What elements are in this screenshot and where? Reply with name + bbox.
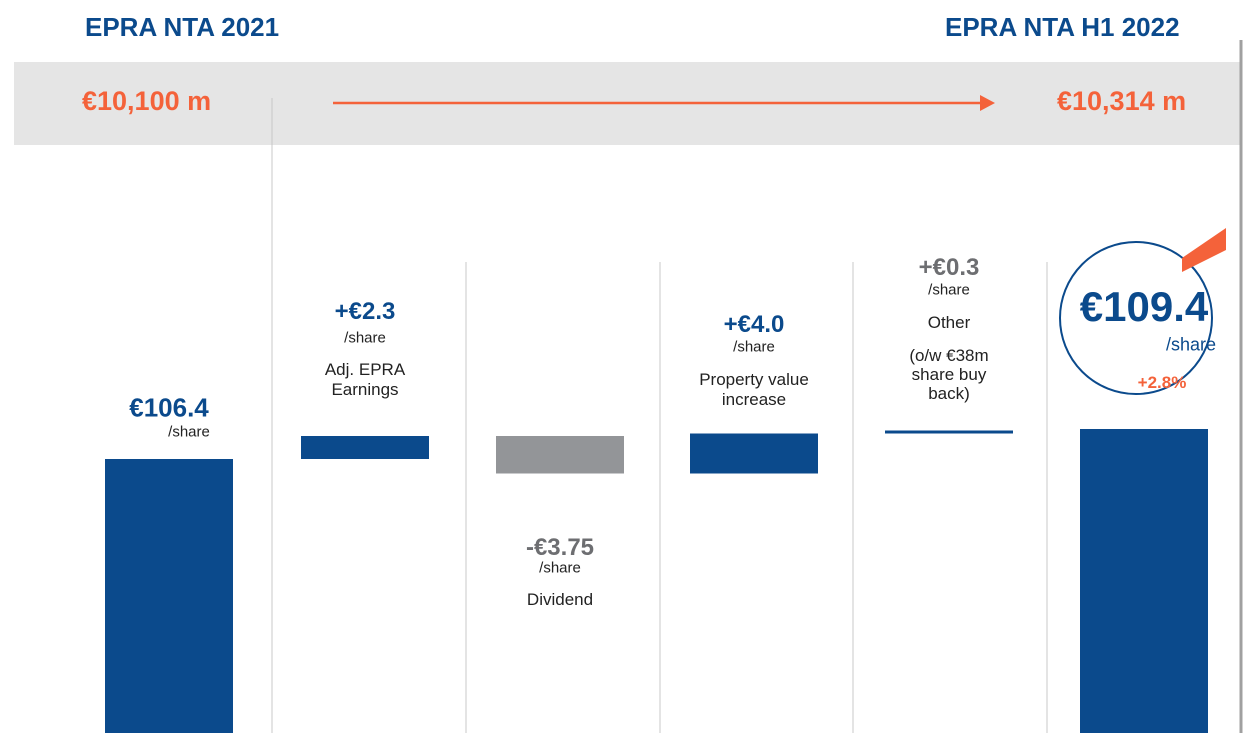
accent [1182, 228, 1226, 272]
end-total: €10,314 m [1057, 86, 1187, 116]
bar [690, 433, 818, 474]
start-header: EPRA NTA 2021 [85, 12, 280, 42]
bar [885, 430, 1013, 434]
start-total: €10,100 m [82, 86, 212, 116]
arrow-head [980, 95, 995, 111]
category-label: Dividend [526, 590, 594, 609]
category-label: Adj. EPRA Earnings [324, 360, 406, 399]
end-header: EPRA NTA H1 2022 [945, 12, 1180, 42]
value-label: +€4.0 [723, 311, 785, 338]
unit-label: /share [928, 281, 970, 299]
bar [1080, 429, 1208, 733]
unit-label: /share [539, 559, 581, 577]
value-label: +€0.3 [918, 254, 980, 281]
value-label: +€2.3 [334, 298, 396, 325]
unit-label: /share [733, 338, 775, 356]
value-label: €109.4 [1079, 283, 1209, 330]
unit-label: /share [1165, 334, 1217, 355]
change-label: +2.8% [1137, 373, 1187, 392]
other-note: (o/w €38m share buy back) [909, 346, 989, 403]
value-label: €106.4 [129, 392, 209, 423]
highlight-circle [1059, 241, 1213, 395]
unit-label: /share [168, 423, 210, 441]
category-label: Other [927, 313, 971, 332]
unit-label: /share [344, 329, 386, 347]
bar [105, 459, 233, 733]
bar [301, 436, 429, 459]
bar [496, 436, 624, 474]
category-label: Property value increase [699, 370, 809, 409]
value-label: -€3.75 [525, 534, 595, 561]
